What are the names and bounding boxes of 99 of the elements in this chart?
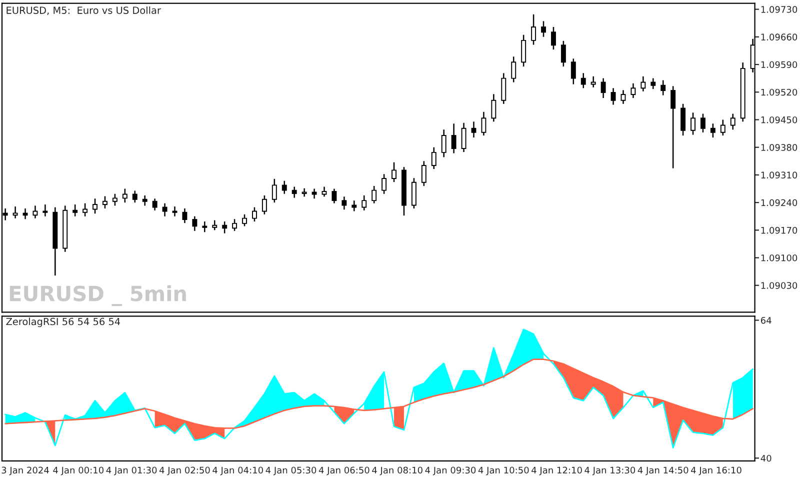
candlestick (82, 202, 88, 217)
y-tick-label: 1.09450 (761, 116, 798, 124)
candlestick (92, 198, 98, 214)
candlestick (461, 122, 466, 153)
x-tick-label: 4 Jan 09:30 (425, 466, 476, 476)
x-tick-label: 4 Jan 04:10 (212, 466, 263, 476)
candlestick (322, 186, 327, 198)
candlestick (372, 185, 377, 204)
candlestick (700, 113, 706, 133)
line-series (4, 328, 754, 448)
candlestick (511, 56, 516, 83)
candlestick (362, 194, 367, 212)
candlestick (730, 113, 736, 130)
candlestick (630, 82, 636, 99)
candlestick (212, 220, 218, 231)
y-tick-label: 1.09240 (761, 199, 798, 206)
candlestick (192, 216, 198, 232)
candlestick (172, 206, 178, 217)
chart-title: EURUSD, M5: Euro vs US Dollar (6, 6, 161, 15)
candlestick (570, 58, 576, 85)
candlestick (660, 80, 666, 96)
y-tick-label: 1.09590 (761, 61, 798, 68)
candlestick (411, 177, 416, 210)
candlestick (521, 34, 526, 68)
candlestick (650, 78, 656, 90)
candlestick (710, 123, 716, 138)
x-tick-label: 4 Jan 13:30 (584, 466, 636, 476)
candlestick (451, 123, 456, 154)
y-tick-label: 1.09310 (761, 172, 798, 178)
candlestick (531, 14, 536, 46)
candlestick (102, 196, 108, 210)
candlestick (392, 162, 396, 183)
candlestick (242, 214, 247, 227)
candlestick (352, 200, 357, 212)
y-tick-label: 1.09030 (761, 282, 798, 289)
candlestick (12, 206, 18, 219)
candlestick (112, 193, 118, 206)
candlestick (481, 111, 486, 136)
y-tick-label: 1.09380 (761, 144, 798, 151)
candlestick (252, 206, 257, 222)
x-tick-label: 4 Jan 00:10 (53, 466, 104, 476)
y-tick-label: 40 (760, 454, 772, 462)
candlestick (610, 88, 616, 106)
candlestick (600, 78, 606, 99)
candlestick (202, 220, 208, 233)
candlestick (680, 103, 686, 136)
candlestick (560, 40, 566, 68)
candlestick (471, 121, 476, 138)
candlestick (152, 198, 158, 212)
candlestick (32, 205, 38, 219)
candlestick (421, 160, 426, 187)
candlestick (292, 186, 297, 198)
y-tick-label: 64 (760, 316, 772, 324)
x-tick-label: 4 Jan 02:50 (159, 466, 210, 476)
x-tick-label: 4 Jan 10:50 (478, 466, 529, 476)
candlestick (132, 190, 138, 204)
candlestick (491, 93, 496, 122)
candlestick (332, 188, 337, 204)
candlestick (222, 220, 228, 234)
candlestick (72, 204, 78, 217)
candlestick (262, 194, 267, 215)
candlestick (312, 188, 317, 200)
y-tick-label: 1.09100 (761, 254, 798, 262)
y-tick-label: 1.09660 (761, 34, 798, 40)
candlestick (720, 119, 726, 136)
candlestick (162, 202, 168, 217)
x-tick-label: 4 Jan 16:10 (690, 466, 742, 476)
candlestick (382, 174, 387, 194)
x-tick-label: 4 Jan 06:50 (318, 466, 370, 476)
x-tick-label: 4 Jan 12:10 (532, 466, 582, 476)
candlestick (142, 194, 148, 206)
candlestick (342, 196, 347, 210)
x-tick-label: 4 Jan 14:50 (638, 466, 688, 476)
candlestick (670, 86, 676, 169)
candlestick (272, 178, 277, 204)
y-tick-label: 1.09520 (761, 88, 798, 96)
y-tick-label: 1.09730 (761, 6, 798, 13)
candlestick (431, 146, 436, 170)
y-tick-label: 1.09170 (761, 226, 798, 234)
candlestick (441, 128, 446, 158)
x-tick-label: 4 Jan 05:30 (266, 466, 316, 476)
candlestick (590, 76, 596, 88)
candlestick (182, 208, 188, 224)
candlestick (640, 76, 646, 92)
candlestick (620, 90, 626, 105)
candlestick (42, 204, 48, 217)
candlestick (232, 218, 238, 232)
x-tick-label: 3 Jan 2024 (2, 466, 49, 476)
candlestick (22, 208, 28, 220)
candlestick (282, 180, 287, 194)
candlestick (690, 112, 696, 136)
x-tick-label: 4 Jan 01:30 (106, 466, 157, 476)
x-tick-label: 4 Jan 08:10 (372, 466, 422, 476)
candlestick (122, 188, 128, 204)
candlestick (501, 72, 506, 105)
candlestick (580, 72, 586, 89)
candlestick (541, 20, 546, 38)
chart-title: ZerolagRSI 56 54 56 54 (6, 318, 120, 328)
candlestick (551, 26, 556, 50)
